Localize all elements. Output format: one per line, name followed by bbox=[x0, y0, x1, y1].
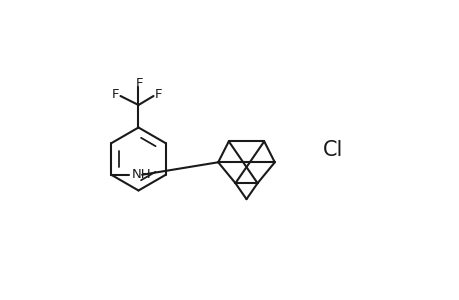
Text: F: F bbox=[155, 88, 162, 101]
Text: NH: NH bbox=[132, 168, 151, 181]
Text: Cl: Cl bbox=[323, 140, 343, 160]
Text: F: F bbox=[111, 88, 118, 101]
Text: F: F bbox=[136, 76, 143, 90]
